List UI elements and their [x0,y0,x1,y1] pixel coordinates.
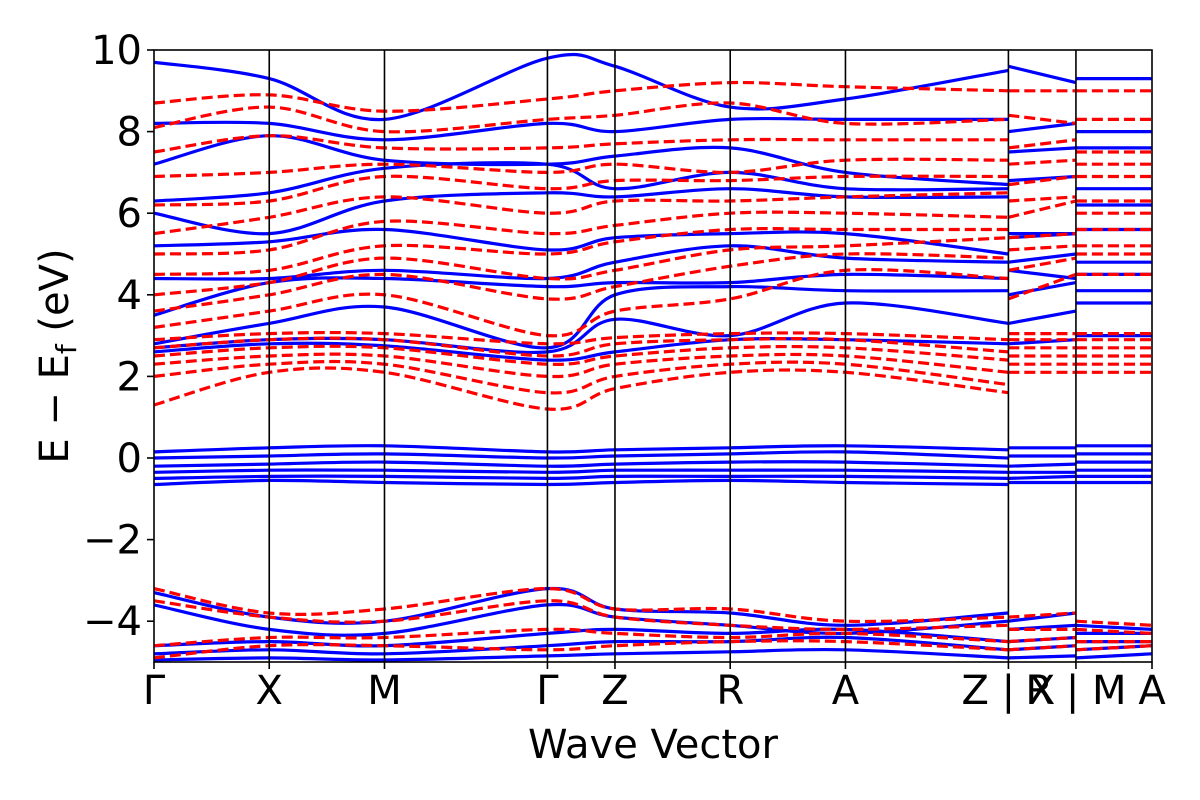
x-tick-label: Γ [143,668,166,714]
y-tick-label: −2 [83,518,142,564]
x-tick-label: Z [601,668,628,714]
y-tick-label: 0 [117,436,142,482]
x-tick-label: A [1138,668,1166,714]
dashed-band-19 [154,101,1152,134]
y-axis-title-main: E − E [32,354,78,464]
y-tick-label: 10 [91,28,142,74]
y-tick-label: 2 [117,354,142,400]
x-axis-title: Wave Vector [528,722,779,768]
x-tick-label: A [832,668,860,714]
x-tick-label: R [716,668,744,714]
y-axis-title-subscript: f [50,343,83,354]
y-tick-label: 4 [117,273,142,319]
plot-frame [153,49,1153,663]
y-axis-ticks: −4 −2 0 2 4 6 8 10 [83,28,154,645]
x-tick-label: X [256,668,283,714]
y-axis-title: E − Ef (eV) [32,248,83,463]
x-tick-label: Z | X [962,668,1056,714]
y-tick-label: −4 [83,599,142,645]
y-tick-label: 8 [117,110,142,156]
dashed-band-11 [154,252,1152,313]
x-tick-label: Γ [536,668,559,714]
dashed-band-0 [154,587,1152,627]
y-axis-title-unit: (eV) [32,248,78,344]
y-tick-label: 6 [117,191,142,237]
x-tick-label: R | M [1025,668,1126,714]
x-tick-label: M [367,668,402,714]
dashed-band-12 [154,236,1152,297]
kpoint-lines [268,50,1077,662]
